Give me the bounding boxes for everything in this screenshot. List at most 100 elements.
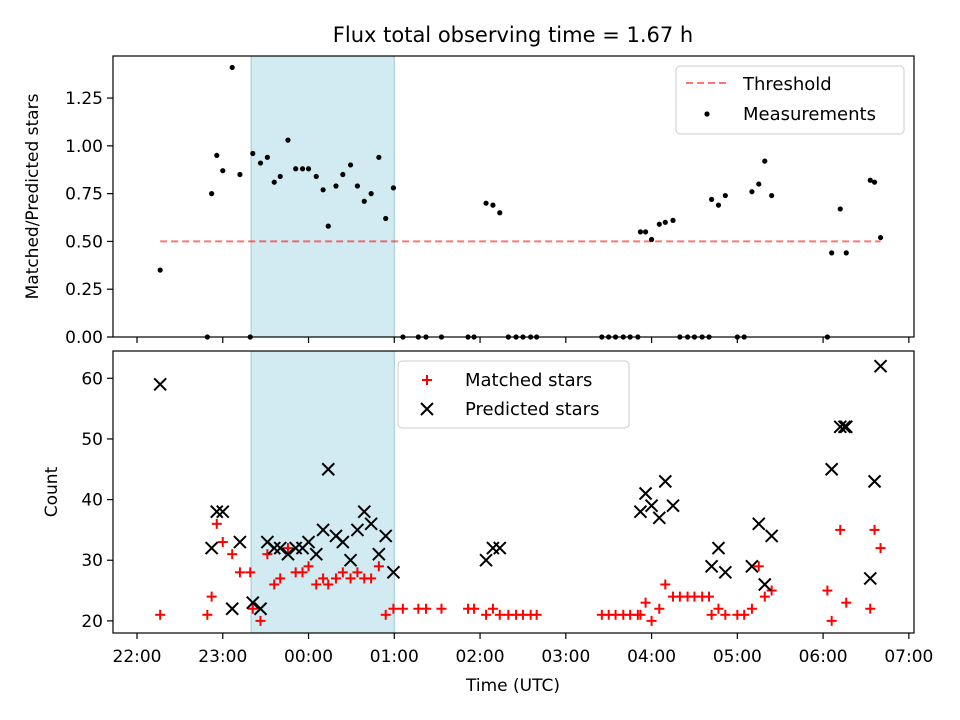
ratio-panel: 0.00 0.25 0.50 0.75 1.00 1.25 Matched/Predict… [23, 55, 915, 348]
matched-star-point [318, 573, 329, 584]
matched-star-point [269, 579, 280, 590]
chart-title: Flux total observing time = 1.67 h [333, 23, 693, 47]
measurement-point [250, 150, 256, 157]
matched-star-point [297, 567, 308, 578]
predicted-x-b [350, 523, 365, 537]
predicted-x-b [233, 535, 247, 549]
matched-star-point [234, 567, 245, 578]
measurement-point [843, 250, 849, 256]
predicted-x-b [718, 565, 733, 580]
predicted-star-point [204, 541, 219, 555]
predicted-star-point [486, 541, 500, 555]
count-y-ticks: 20 30 40 50 60 [81, 369, 113, 632]
predicted-star-point [863, 571, 877, 586]
predicted-x-b [386, 565, 401, 580]
measurement-point [642, 229, 649, 235]
x-tick-label: 03:00 [541, 647, 590, 667]
predicted-x-b [273, 541, 287, 555]
measurement-point [333, 183, 339, 189]
predicted-x-b [246, 595, 260, 610]
matched-star-point [531, 609, 542, 620]
matched-star-point [481, 609, 492, 620]
count-axes-frame [112, 350, 915, 634]
measurement-point [209, 191, 215, 197]
matched-star-point [421, 603, 432, 614]
predicted-star-point [833, 420, 847, 434]
predicted-x-b [633, 505, 648, 519]
matched-star-point [352, 567, 363, 578]
predicted-x-b [253, 602, 268, 616]
legend-threshold-label: Threshold [742, 74, 832, 95]
measurement-point [756, 181, 762, 187]
predicted-star-point [745, 559, 759, 573]
x-tick-label: 04:00 [627, 647, 676, 667]
measurement-point [390, 185, 397, 191]
measurement-point [157, 267, 163, 273]
predicted-star-point [336, 535, 350, 549]
predicted-star-point [479, 553, 493, 567]
predicted-star-point [867, 474, 882, 489]
matched-star-point [206, 591, 217, 602]
predicted-x-b [711, 541, 726, 555]
predicted-star-point [386, 565, 401, 580]
matched-star-point [245, 567, 256, 578]
ratio-y-tick-label: 0.25 [65, 280, 103, 300]
matched-star-point [311, 579, 322, 590]
count-legend-box [397, 360, 630, 429]
predicted-star-point [321, 462, 335, 476]
measurement-point [483, 200, 489, 206]
measurement-point [354, 183, 361, 189]
predicted-star-point [253, 602, 268, 616]
matched-star-point [227, 549, 238, 560]
count-legend: Matched stars Predicted stars [397, 360, 630, 429]
predicted-x-b [745, 559, 759, 573]
matched-star-point [345, 573, 356, 584]
ratio-y-tick-label: 1.00 [65, 137, 103, 157]
ratio-points-layer [157, 64, 884, 340]
measurement-point [709, 196, 715, 202]
predicted-x-b [666, 498, 680, 513]
measurement-point [769, 192, 775, 199]
x-tick-label: 00:00 [284, 647, 333, 667]
ratio-y-tick-label: 0.75 [65, 185, 103, 205]
matched-star-point [494, 609, 505, 620]
measurement-point [313, 173, 319, 180]
ratio-shaded-region [250, 55, 395, 338]
predicted-star-point [273, 541, 287, 555]
legend-measurements-swatch [704, 111, 710, 117]
measurement-point [277, 173, 283, 180]
predicted-star-point [379, 529, 393, 543]
predicted-x-b [867, 474, 882, 489]
measurement-point [325, 223, 331, 229]
measurement-point [656, 221, 662, 227]
predicted-star-point [652, 511, 666, 525]
x-tick-label: 23:00 [198, 647, 247, 667]
measurement-point [749, 189, 755, 195]
measurement-point [662, 219, 668, 225]
predicted-x-b [839, 420, 853, 434]
measurement-point [237, 171, 243, 178]
predicted-star-point [824, 462, 839, 476]
matched-star-point [337, 567, 348, 578]
predicted-x-b [824, 462, 839, 476]
measurement-point [299, 166, 306, 172]
predicted-x-b [752, 517, 766, 531]
matched-star-point [841, 597, 852, 608]
matched-star-point [822, 585, 833, 596]
matched-star-point [323, 579, 334, 590]
matched-star-point [275, 573, 286, 584]
predicted-x-b [321, 462, 335, 476]
measurement-point [220, 168, 226, 174]
predicted-star-point [309, 547, 323, 561]
predicted-star-point [658, 474, 673, 489]
predicted-x-b [758, 577, 772, 592]
predicted-star-point [711, 541, 726, 555]
measurement-point [340, 171, 346, 178]
predicted-star-point [267, 541, 281, 555]
matched-star-point [826, 615, 837, 626]
predicted-x-b [204, 541, 219, 555]
count-y-tick-label: 40 [81, 491, 103, 511]
matched-star-point [646, 615, 657, 626]
measurement-point [347, 162, 354, 168]
